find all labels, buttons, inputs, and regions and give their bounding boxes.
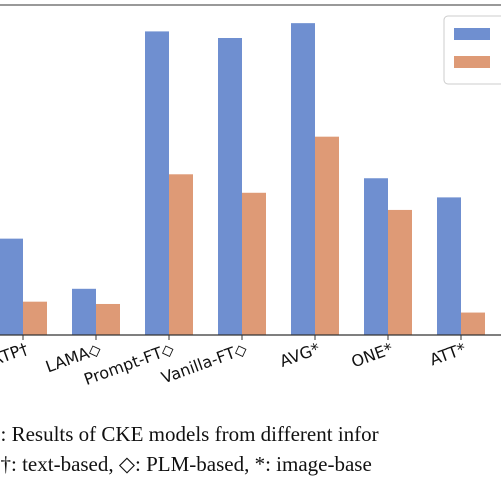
x-tick-label: RTP† bbox=[0, 339, 30, 370]
bar-series-2-4 bbox=[242, 192, 266, 335]
bar-series-1-1 bbox=[0, 238, 23, 335]
legend-frame bbox=[443, 15, 501, 85]
bar-series-1-5 bbox=[291, 23, 315, 336]
legend-swatch-series-2 bbox=[454, 56, 490, 68]
x-tick-label: AVG* bbox=[277, 339, 322, 371]
bar-series-2-2 bbox=[96, 303, 120, 335]
x-tick-label: ONE* bbox=[349, 339, 396, 371]
bar-series-2-6 bbox=[388, 209, 412, 335]
bar-series-1-4 bbox=[218, 38, 242, 335]
x-tick-label: ATT* bbox=[427, 339, 468, 369]
bar-series-1-6 bbox=[364, 178, 388, 335]
bars-group bbox=[0, 23, 485, 336]
legend-swatch-series-1 bbox=[454, 28, 490, 40]
figure-caption-line-1: 2: Results of CKE models from different … bbox=[0, 422, 379, 446]
bar-series-1-7 bbox=[437, 197, 461, 335]
bar-series-1-2 bbox=[72, 288, 96, 335]
bar-series-2-1 bbox=[23, 301, 47, 335]
legend bbox=[443, 15, 501, 85]
bar-series-2-3 bbox=[169, 174, 193, 335]
bar-series-1-3 bbox=[145, 31, 169, 336]
bar-series-2-7 bbox=[461, 312, 485, 335]
bar-series-2-5 bbox=[315, 136, 339, 335]
x-ticks-group: RTP† LAMA◇Prompt-FT◇Vanilla-FT◇ AVG* ONE* AT… bbox=[0, 335, 468, 389]
figure-caption-line-2: . †: text-based, ◇: PLM-based, *: image-… bbox=[0, 452, 372, 476]
